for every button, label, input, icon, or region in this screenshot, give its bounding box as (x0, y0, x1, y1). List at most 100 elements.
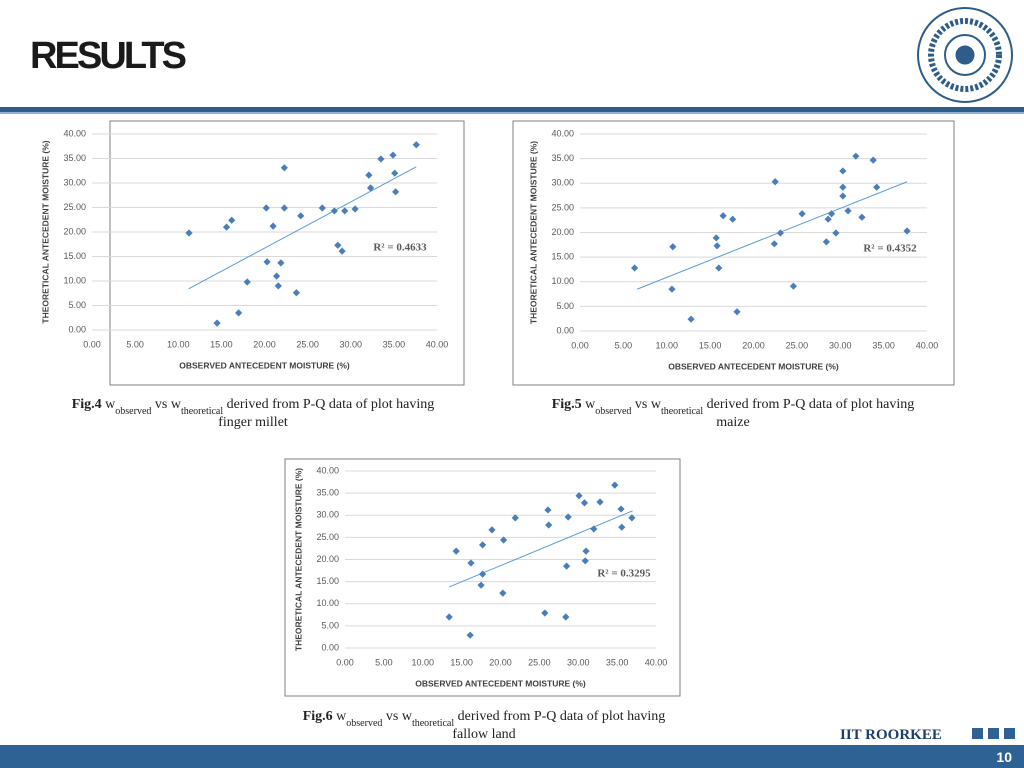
x-tick-label: 40.00 (916, 340, 939, 350)
y-tick-label: 30.00 (316, 510, 339, 520)
x-tick-label: 0.00 (83, 339, 101, 349)
x-tick-label: 10.00 (167, 339, 190, 349)
data-point (392, 188, 400, 196)
data-point (827, 210, 836, 218)
data-point (541, 609, 549, 617)
x-axis-title: OBSERVED ANTECEDENT MOISTURE (%) (668, 361, 839, 371)
data-point (391, 169, 399, 177)
data-point (832, 229, 840, 237)
data-point (452, 547, 460, 555)
x-tick-label: 30.00 (567, 657, 590, 667)
x-tick-label: 35.00 (383, 339, 406, 349)
data-point (545, 521, 553, 529)
x-tick-label: 15.00 (210, 339, 233, 349)
data-point (852, 152, 860, 160)
data-point (596, 498, 604, 506)
slide-title: RESULTS (30, 35, 187, 77)
data-point (243, 278, 251, 286)
x-tick-label: 35.00 (606, 657, 629, 667)
data-point (903, 227, 911, 235)
x-tick-label: 25.00 (296, 339, 319, 349)
trendline (637, 181, 908, 290)
data-point (669, 243, 677, 251)
caption-part: derived from P-Q data of plot having (223, 397, 434, 412)
data-point (869, 156, 877, 164)
data-point (617, 505, 625, 513)
y-tick-label: 15.00 (316, 576, 339, 586)
data-point (839, 192, 847, 200)
data-point (477, 581, 485, 589)
caption-part: w (102, 397, 117, 412)
y-tick-label: 25.00 (316, 532, 339, 542)
y-tick-label: 40.00 (551, 128, 574, 138)
data-point (839, 183, 847, 191)
y-tick-label: 40.00 (63, 128, 86, 138)
data-point (499, 589, 507, 597)
data-point (389, 151, 397, 159)
caption-line: fallow land (452, 727, 515, 742)
data-point (562, 613, 570, 621)
x-tick-label: 10.00 (655, 340, 678, 350)
data-point (839, 167, 847, 175)
y-tick-label: 30.00 (551, 178, 574, 188)
data-point (292, 289, 301, 297)
page-number: 10 (996, 749, 1012, 765)
data-point (274, 282, 282, 290)
data-point (365, 171, 373, 179)
y-axis-title: THEORETICAL ANTECEDENT MOISTURE (%) (528, 141, 538, 324)
y-tick-label: 5.00 (68, 300, 86, 310)
caption-part: theoretical (181, 406, 223, 417)
y-tick-label: 10.00 (63, 275, 86, 285)
x-axis-title: OBSERVED ANTECEDENT MOISTURE (%) (415, 678, 586, 688)
data-point (445, 613, 453, 621)
x-tick-label: 15.00 (699, 340, 722, 350)
data-point (272, 272, 281, 280)
data-point (729, 215, 737, 223)
y-axis-title: THEORETICAL ANTECEDENT MOISTURE (%) (293, 468, 303, 651)
x-tick-label: 20.00 (489, 657, 512, 667)
data-point (824, 215, 832, 223)
x-tick-label: 35.00 (872, 340, 895, 350)
data-point (228, 216, 236, 224)
r-squared: R² = 0.4633 (373, 242, 427, 254)
data-point (269, 222, 277, 230)
y-tick-label: 10.00 (551, 276, 574, 286)
caption-part: theoretical (661, 406, 703, 417)
data-point (341, 207, 349, 215)
data-point (719, 212, 727, 220)
caption: Fig.6 wobserved vs wtheoretical derived … (303, 709, 666, 729)
caption-part: observed (346, 718, 382, 729)
data-point (330, 207, 338, 215)
r-squared: R² = 0.3295 (597, 568, 651, 580)
x-tick-label: 25.00 (528, 657, 551, 667)
y-tick-label: 35.00 (63, 153, 86, 163)
data-point (334, 241, 342, 249)
data-point (351, 205, 359, 213)
data-point (338, 247, 346, 255)
y-tick-label: 5.00 (321, 620, 339, 630)
caption: Fig.5 wobserved vs wtheoretical derived … (552, 397, 915, 417)
chart-frame (512, 120, 955, 386)
data-point (185, 229, 193, 237)
caption-part: vs w (151, 397, 181, 412)
x-tick-label: 0.00 (336, 657, 354, 667)
data-point (858, 213, 866, 221)
data-point (488, 526, 496, 534)
data-point (822, 238, 830, 246)
x-tick-label: 30.00 (829, 340, 852, 350)
data-point (297, 212, 305, 220)
data-point (280, 204, 288, 212)
data-point (771, 178, 779, 186)
data-point (590, 525, 598, 533)
data-point (713, 242, 721, 250)
caption-part: Fig.4 (72, 397, 102, 412)
x-tick-label: 25.00 (786, 340, 809, 350)
y-tick-label: 20.00 (316, 554, 339, 564)
brand-square (988, 728, 999, 739)
x-tick-label: 10.00 (411, 657, 434, 667)
data-point (618, 523, 626, 531)
y-tick-label: 40.00 (316, 465, 339, 475)
caption-part: derived from P-Q data of plot having (454, 709, 665, 724)
data-point (366, 184, 375, 192)
